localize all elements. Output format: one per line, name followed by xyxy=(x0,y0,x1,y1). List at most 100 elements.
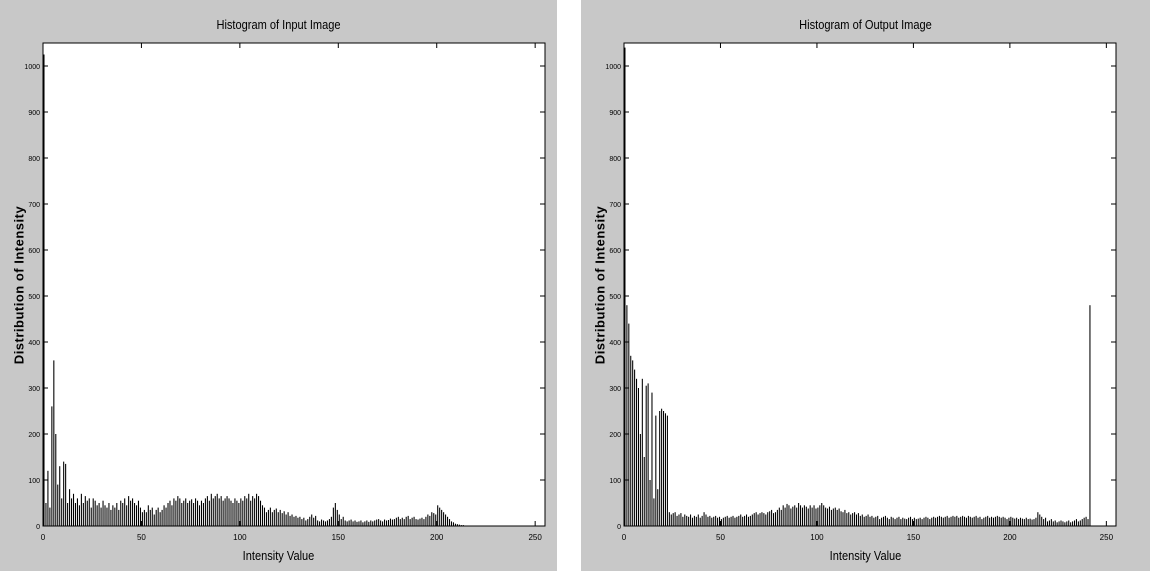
histogram-bar xyxy=(1018,519,1020,526)
histogram-bar xyxy=(88,498,90,526)
histogram-bar xyxy=(157,507,159,526)
y-tick-label: 100 xyxy=(28,478,40,485)
histogram-bar xyxy=(821,503,823,526)
histogram-bar xyxy=(102,500,104,526)
y-tick-label: 500 xyxy=(609,294,621,301)
histogram-bar xyxy=(240,498,242,526)
histogram-bar xyxy=(684,514,686,526)
histogram-bar xyxy=(634,369,636,526)
y-tick-label: 0 xyxy=(617,524,621,531)
figure-gutter xyxy=(557,0,581,571)
histogram-bar xyxy=(1066,521,1068,526)
histogram-bar xyxy=(401,517,403,526)
histogram-bar xyxy=(431,512,433,526)
histogram-bar xyxy=(189,500,191,526)
histogram-bar xyxy=(751,514,753,526)
x-tick-label: 250 xyxy=(528,533,542,542)
histogram-bar xyxy=(975,515,977,526)
histogram-bar xyxy=(651,392,653,526)
histogram-bar xyxy=(171,505,173,526)
y-tick-label: 800 xyxy=(609,156,621,163)
histogram-bar xyxy=(865,515,867,526)
histogram-bar xyxy=(399,519,401,526)
histogram-bar xyxy=(1016,517,1018,526)
histogram-bar xyxy=(967,515,969,526)
y-tick-label: 600 xyxy=(28,248,40,255)
histogram-bar xyxy=(1072,521,1074,526)
y-tick-label: 400 xyxy=(28,340,40,347)
histogram-bar xyxy=(1089,305,1091,526)
histogram-bar xyxy=(61,498,63,526)
histogram-bar xyxy=(395,517,397,526)
histogram-plot-output: 0 50 100 150 200 250 0 100 200 300 400 500 600 700 800… xyxy=(605,42,1117,542)
histogram-bar xyxy=(971,517,973,526)
histogram-bar xyxy=(1060,520,1062,526)
histogram-bar xyxy=(780,509,782,526)
histogram-bar xyxy=(809,505,811,526)
histogram-bar xyxy=(161,509,163,526)
histogram-bar xyxy=(135,505,138,526)
histogram-bar xyxy=(163,505,165,526)
y-tick-label: 300 xyxy=(609,386,621,393)
histogram-bar xyxy=(707,516,709,526)
histogram-bar xyxy=(218,498,220,526)
histogram-bar xyxy=(45,503,47,526)
histogram-bar xyxy=(867,514,869,526)
histogram-bar xyxy=(730,516,732,526)
histogram-bar xyxy=(927,517,929,526)
histogram-bar xyxy=(289,515,291,526)
histogram-bar xyxy=(1077,521,1079,526)
histogram-bar xyxy=(285,514,287,526)
axes-frame xyxy=(623,42,1117,527)
histogram-bar xyxy=(202,503,204,526)
x-tick-label: 100 xyxy=(810,533,824,542)
histogram-bar xyxy=(759,513,761,526)
histogram-bar xyxy=(948,517,950,526)
histogram-bar xyxy=(134,503,136,526)
histogram-bar xyxy=(717,517,719,526)
histogram-bar xyxy=(1062,521,1064,526)
histogram-bar xyxy=(1054,520,1056,526)
histogram-bar xyxy=(761,512,763,526)
histogram-bar xyxy=(852,513,854,526)
histogram-bar xyxy=(220,496,222,526)
histogram-bar xyxy=(898,516,900,526)
histogram-bar xyxy=(827,508,829,526)
histogram-bar xyxy=(863,516,865,526)
histogram-bar xyxy=(942,517,944,526)
histogram-bar xyxy=(774,512,776,526)
histogram-bar xyxy=(366,520,368,526)
histogram-bar xyxy=(1002,516,1004,526)
histogram-bar xyxy=(252,496,254,526)
histogram-bar xyxy=(817,507,819,526)
histogram-bar xyxy=(183,500,185,526)
plot-area xyxy=(624,43,1116,526)
histogram-bar xyxy=(49,507,51,526)
histogram-bar xyxy=(801,507,803,526)
histogram-bar xyxy=(1052,521,1054,526)
histogram-bar xyxy=(842,512,844,526)
histogram-bar xyxy=(861,514,863,526)
histogram-bar xyxy=(145,512,147,526)
axes-frame xyxy=(42,42,546,527)
x-tick-label: 150 xyxy=(332,533,346,542)
histogram-bar xyxy=(259,500,262,526)
x-tick-label: 100 xyxy=(233,533,247,542)
histogram-bar xyxy=(200,500,203,526)
histogram-bar xyxy=(456,524,458,526)
histogram-bar xyxy=(996,515,998,526)
histogram-bar xyxy=(204,498,206,526)
chart-title: Histogram of Output Image xyxy=(799,17,932,32)
histogram-bar xyxy=(159,512,161,526)
histogram-bar xyxy=(813,505,815,526)
histogram-bar xyxy=(413,516,415,526)
histogram-bar xyxy=(281,513,283,526)
histogram-bar xyxy=(346,521,348,526)
histogram-bar xyxy=(784,507,786,526)
histogram-bar xyxy=(909,516,912,526)
histogram-bar xyxy=(720,519,722,526)
histogram-bar xyxy=(195,498,197,526)
histogram-bar xyxy=(258,496,260,526)
histogram-bar xyxy=(86,500,88,526)
histogram-bar xyxy=(749,515,751,526)
